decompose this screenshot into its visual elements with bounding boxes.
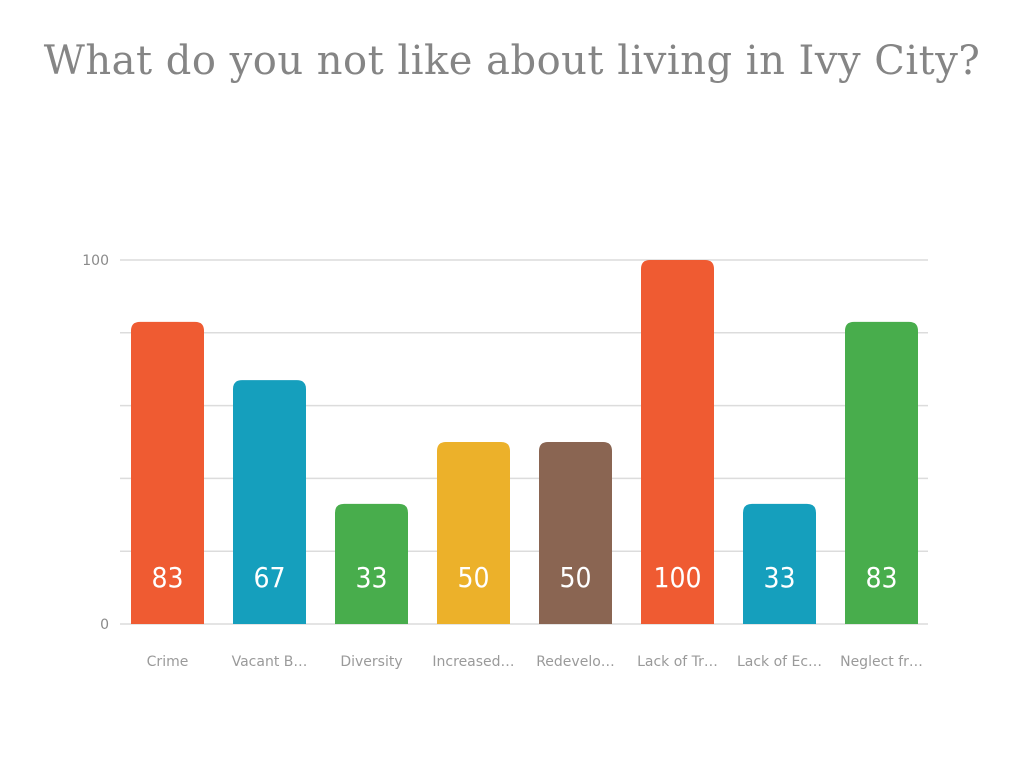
category-label: Lack of Ec… bbox=[737, 654, 822, 670]
category-label: Lack of Tr… bbox=[637, 654, 718, 670]
category-label: Redevelo… bbox=[536, 654, 615, 670]
bar bbox=[539, 442, 612, 624]
data-label: 83 bbox=[865, 561, 897, 594]
bar bbox=[845, 321, 918, 624]
category-label: Vacant B… bbox=[232, 654, 308, 670]
data-label: 67 bbox=[253, 561, 285, 594]
data-label: 83 bbox=[151, 561, 183, 594]
category-label: Diversity bbox=[340, 654, 402, 670]
bar bbox=[233, 380, 306, 624]
y-tick-label: 100 bbox=[82, 253, 109, 269]
chart-title: What do you not like about living in Ivy… bbox=[43, 38, 981, 84]
bar bbox=[335, 503, 408, 624]
y-tick-label: 0 bbox=[100, 617, 109, 633]
category-label: Crime bbox=[147, 654, 189, 670]
data-label: 33 bbox=[355, 561, 387, 594]
data-label: 50 bbox=[457, 561, 489, 594]
category-label: Increased… bbox=[432, 654, 514, 670]
bar bbox=[437, 442, 510, 624]
data-label: 100 bbox=[653, 561, 701, 594]
bar bbox=[131, 321, 204, 624]
data-label: 33 bbox=[763, 561, 795, 594]
category-label: Neglect fr… bbox=[840, 654, 923, 670]
data-label: 50 bbox=[559, 561, 591, 594]
bar bbox=[641, 260, 714, 624]
bar bbox=[743, 503, 816, 624]
